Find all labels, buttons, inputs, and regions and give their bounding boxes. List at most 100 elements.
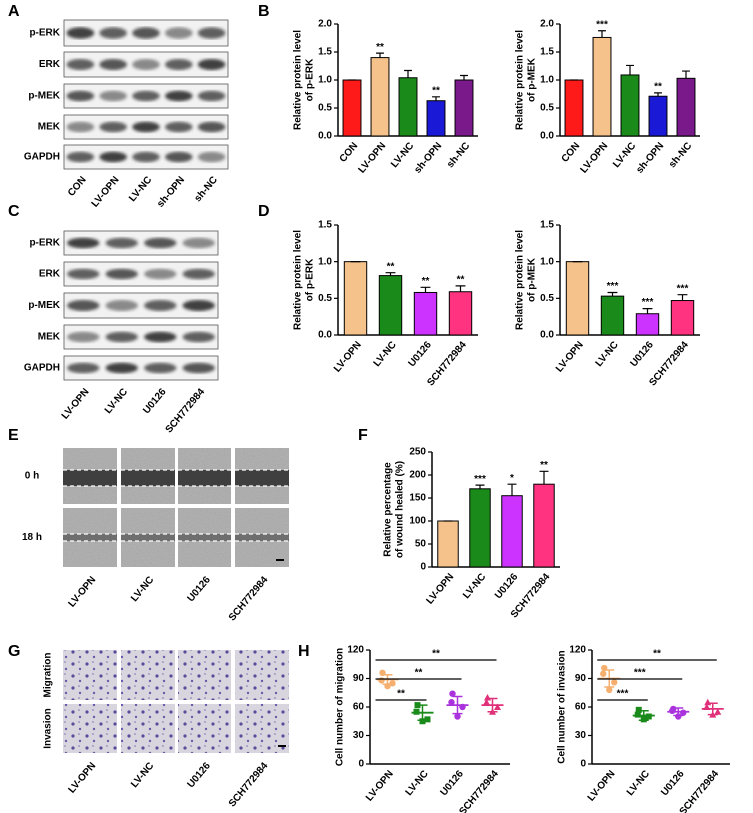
significance: ** [432, 649, 440, 660]
blot-band [67, 331, 100, 343]
blot-band [182, 237, 215, 249]
blot-band [132, 27, 160, 39]
error-bar [385, 272, 396, 276]
micrograph [121, 704, 175, 753]
y-tick-label: 0 [358, 759, 364, 770]
panel-letter: E [8, 427, 19, 444]
lane-label: sh-OPN [155, 175, 187, 210]
blot-band [66, 90, 95, 102]
x-tick-label: CON [560, 141, 583, 165]
error-bar [654, 92, 662, 97]
error-bar [475, 484, 485, 489]
blot-row-label: p-ERK [29, 28, 60, 39]
blot-band [66, 151, 95, 163]
lane-label: SCH772984 [227, 574, 271, 623]
scale-bar [276, 559, 284, 561]
panel-letter: H [298, 643, 310, 660]
bar [342, 79, 362, 137]
blot-band [132, 59, 160, 70]
lane-label: LV-NC [127, 175, 154, 204]
wound-gap [121, 470, 175, 486]
wound-gap [63, 470, 117, 486]
blot-row-label: p-MEK [28, 300, 60, 311]
micrograph [121, 650, 175, 700]
y-tick-label: 60 [353, 702, 365, 713]
wound-gap [178, 470, 231, 486]
significance: *** [617, 689, 629, 700]
blot-band [197, 59, 226, 70]
bar [454, 79, 474, 137]
data-point [714, 708, 722, 715]
blot-band [165, 59, 193, 70]
error-bar [626, 64, 634, 75]
data-point [675, 713, 682, 720]
time-label: 0 h [25, 471, 39, 482]
x-tick-label: LV-OPN [364, 769, 396, 804]
error-bar [432, 96, 440, 101]
blot-band [99, 59, 127, 70]
significance: ** [432, 85, 440, 96]
data-point [606, 686, 613, 694]
significance: ** [415, 668, 423, 679]
blot-band [67, 237, 100, 249]
data-point [645, 713, 652, 720]
y-axis-label: Relative protein level [293, 30, 304, 130]
lane-label: LV-NC [129, 575, 156, 604]
blot-band [105, 300, 138, 311]
x-tick-label: sh-NC [667, 141, 694, 171]
blot-band [99, 151, 127, 163]
x-tick-label: sh-OPN [412, 141, 444, 176]
data-point [424, 716, 431, 723]
blot-row-label: GAPDH [24, 152, 60, 163]
data-point [484, 694, 491, 701]
y-tick-label: 0.5 [318, 293, 332, 304]
error-bar [598, 30, 606, 38]
y-axis-label: of p-MEK [527, 57, 538, 102]
x-tick-label: U0126 [438, 768, 466, 798]
blot-band [67, 268, 100, 280]
y-tick-label: 0.0 [540, 131, 554, 142]
micrograph [63, 650, 117, 700]
micrograph [235, 650, 289, 700]
wound-gap [178, 534, 231, 541]
data-point [494, 703, 501, 710]
y-tick-label: 90 [575, 673, 587, 684]
significance: ** [654, 82, 662, 93]
bar [592, 36, 612, 137]
y-tick-label: 1.0 [540, 75, 554, 86]
blot-band [182, 362, 215, 374]
data-point [669, 707, 676, 714]
y-axis-label: Relative protein level [293, 230, 304, 330]
blot-band [67, 362, 100, 374]
bar [600, 295, 625, 336]
y-tick-label: 2.0 [318, 19, 332, 30]
lane-label: LV-OPN [66, 575, 98, 610]
lane-label: sh-NC [193, 175, 220, 205]
y-axis-label: of p-MEK [527, 257, 538, 302]
y-tick-label: 0.5 [540, 103, 554, 114]
error-bar [507, 483, 517, 496]
bar [635, 313, 660, 336]
blot-band [132, 90, 160, 102]
significance: ** [422, 276, 430, 287]
data-point [483, 698, 490, 706]
x-tick-label: LV-OPN [424, 572, 456, 607]
data-point [378, 677, 385, 684]
blot-band [132, 121, 160, 133]
y-tick-label: 30 [353, 730, 365, 741]
significance: *** [642, 297, 654, 308]
blot-band [99, 90, 127, 102]
error-bar [607, 291, 618, 297]
y-tick-label: 1.5 [540, 220, 554, 231]
y-tick-label: 120 [347, 645, 364, 656]
blot-band [144, 300, 177, 311]
lane-label: U0126 [185, 760, 213, 790]
error-bar [455, 285, 466, 292]
data-point [413, 708, 420, 715]
blot-band [105, 362, 138, 374]
blot-row-label: ERK [39, 269, 61, 280]
lane-label: LV-OPN [66, 761, 98, 796]
data-point [634, 711, 641, 718]
data-point [640, 716, 647, 723]
